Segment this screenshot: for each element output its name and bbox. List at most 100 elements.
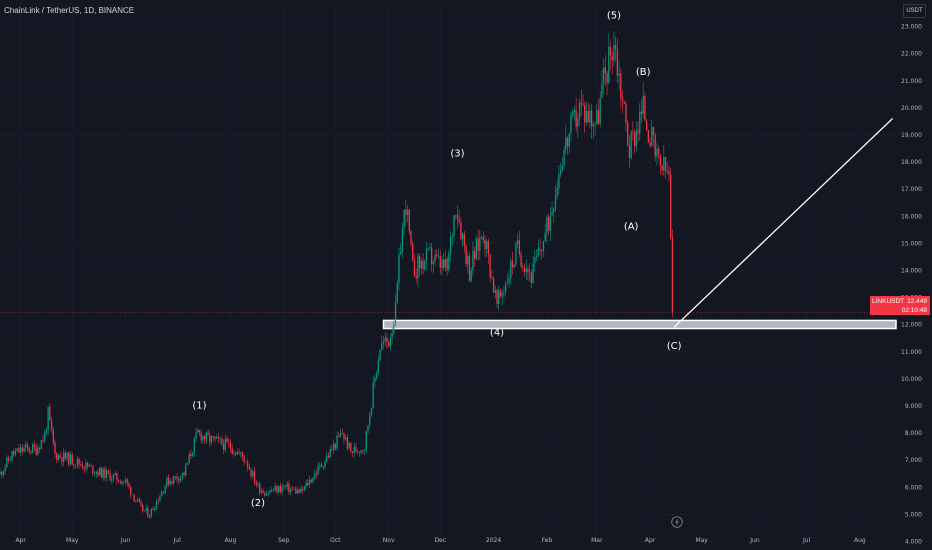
candle[interactable]	[542, 240, 545, 252]
candle[interactable]	[658, 148, 660, 155]
candle[interactable]	[305, 482, 307, 487]
candle[interactable]	[312, 478, 314, 483]
candle[interactable]	[403, 209, 405, 228]
candle[interactable]	[461, 233, 464, 240]
candle[interactable]	[389, 337, 392, 347]
candle[interactable]	[185, 464, 187, 476]
candle[interactable]	[449, 237, 452, 254]
candle[interactable]	[164, 486, 166, 493]
candle[interactable]	[570, 116, 572, 134]
candle[interactable]	[271, 490, 273, 491]
candle[interactable]	[291, 488, 294, 490]
candle[interactable]	[64, 452, 67, 459]
candle[interactable]	[179, 476, 182, 481]
candle[interactable]	[265, 494, 268, 496]
candle[interactable]	[288, 483, 290, 493]
candle[interactable]	[556, 188, 558, 196]
candle[interactable]	[348, 442, 350, 449]
candle[interactable]	[633, 132, 636, 147]
candle[interactable]	[367, 425, 369, 432]
candle[interactable]	[355, 446, 357, 453]
candle[interactable]	[124, 479, 127, 482]
candle[interactable]	[513, 264, 515, 268]
candle[interactable]	[4, 467, 6, 472]
candle[interactable]	[195, 432, 197, 439]
candle[interactable]	[26, 444, 29, 448]
candle[interactable]	[75, 465, 77, 466]
candle[interactable]	[563, 149, 565, 166]
wave-label[interactable]: (4)	[490, 327, 504, 338]
candle[interactable]	[358, 451, 361, 453]
candle[interactable]	[484, 239, 486, 250]
candle[interactable]	[162, 491, 165, 493]
candle[interactable]	[308, 479, 311, 486]
candle[interactable]	[602, 67, 605, 84]
candle[interactable]	[216, 436, 218, 439]
candle[interactable]	[119, 481, 122, 484]
candle[interactable]	[95, 471, 97, 474]
candle[interactable]	[544, 232, 546, 241]
candle[interactable]	[604, 67, 607, 74]
lightning-icon[interactable]	[671, 516, 683, 528]
candle[interactable]	[78, 458, 80, 465]
candle[interactable]	[21, 447, 24, 452]
candle[interactable]	[281, 486, 283, 492]
candle[interactable]	[417, 255, 419, 279]
candle[interactable]	[535, 255, 538, 257]
candle[interactable]	[262, 490, 264, 493]
candle[interactable]	[14, 451, 17, 455]
candle[interactable]	[6, 457, 8, 468]
candle[interactable]	[224, 438, 226, 450]
candle[interactable]	[418, 255, 421, 269]
candle[interactable]	[515, 243, 517, 265]
wave-label[interactable]: (1)	[192, 401, 206, 412]
candle[interactable]	[219, 438, 221, 440]
candle[interactable]	[197, 430, 199, 433]
candle[interactable]	[69, 454, 72, 465]
candle[interactable]	[248, 467, 251, 470]
candle[interactable]	[277, 485, 280, 493]
candle[interactable]	[140, 501, 142, 505]
candle[interactable]	[431, 247, 433, 265]
candle[interactable]	[45, 430, 48, 434]
candle[interactable]	[596, 110, 598, 124]
candle[interactable]	[410, 231, 412, 244]
candle[interactable]	[202, 435, 204, 441]
candle[interactable]	[666, 170, 668, 172]
candle[interactable]	[613, 45, 615, 61]
candle[interactable]	[592, 124, 594, 127]
candle[interactable]	[424, 260, 426, 270]
wave-label[interactable]: (A)	[624, 222, 639, 233]
candle[interactable]	[508, 278, 510, 283]
candle[interactable]	[264, 492, 266, 496]
candle[interactable]	[439, 255, 441, 269]
candle[interactable]	[11, 451, 13, 461]
candle[interactable]	[133, 494, 135, 501]
candle[interactable]	[511, 260, 514, 268]
candle[interactable]	[627, 122, 629, 146]
candle[interactable]	[68, 452, 70, 465]
candle[interactable]	[267, 493, 269, 495]
candle[interactable]	[651, 127, 653, 146]
candle[interactable]	[377, 360, 380, 374]
candle[interactable]	[136, 499, 139, 501]
candle[interactable]	[635, 130, 637, 147]
candle[interactable]	[584, 105, 586, 123]
candle[interactable]	[429, 247, 431, 248]
candle[interactable]	[233, 453, 235, 455]
candle[interactable]	[480, 237, 483, 238]
candle[interactable]	[468, 255, 471, 281]
candle[interactable]	[25, 444, 27, 448]
candle[interactable]	[590, 110, 593, 127]
candle[interactable]	[456, 215, 459, 220]
candle[interactable]	[319, 464, 321, 466]
candle[interactable]	[391, 332, 393, 338]
candle[interactable]	[339, 433, 342, 437]
candle[interactable]	[314, 473, 316, 479]
wave-label[interactable]: (2)	[251, 498, 265, 509]
candle[interactable]	[317, 465, 319, 475]
candle[interactable]	[327, 455, 330, 458]
candle[interactable]	[212, 436, 214, 437]
candle[interactable]	[107, 470, 109, 473]
candle[interactable]	[97, 471, 99, 475]
